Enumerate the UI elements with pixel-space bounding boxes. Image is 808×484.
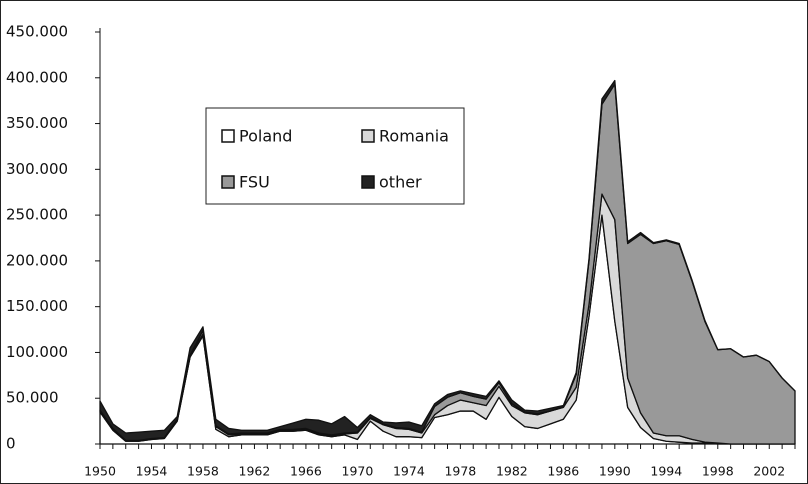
- x-tick-label: 1982: [496, 464, 528, 479]
- y-tick-label: 100.000: [6, 343, 68, 361]
- x-tick-label: 1978: [444, 464, 476, 479]
- x-tick-label: 1998: [702, 464, 734, 479]
- legend-label: Poland: [239, 127, 292, 146]
- x-tick-label: 1994: [650, 464, 682, 479]
- x-tick-label: 2002: [753, 464, 785, 479]
- x-tick-label: 1974: [393, 464, 425, 479]
- area: [99, 79, 796, 441]
- y-tick-label: 300.000: [6, 160, 68, 178]
- axes: 0 50.000 100.000 150.000 200.000 250.000 300.0…: [6, 23, 796, 479]
- legend-label: Romania: [379, 127, 449, 146]
- x-tick-label: 1950: [84, 464, 116, 479]
- legend-swatch: [361, 175, 375, 189]
- x-tick-label: 1970: [342, 464, 374, 479]
- x-tick-label: 1958: [187, 464, 219, 479]
- x-tick-label: 1990: [599, 464, 631, 479]
- y-tick-label: 50.000: [6, 389, 59, 407]
- legend-label: FSU: [239, 173, 270, 192]
- y-tick-label: 400.000: [6, 68, 68, 86]
- legend-label: other: [379, 173, 422, 192]
- x-tick-label: 1954: [136, 464, 168, 479]
- x-tick-label: 1986: [547, 464, 579, 479]
- y-tick-label: 450.000: [6, 23, 68, 41]
- y-tick-label: 0: [6, 435, 16, 453]
- y-tick-label: 200.000: [6, 251, 68, 269]
- legend-swatch: [221, 129, 235, 143]
- legend-swatch: [221, 175, 235, 189]
- y-tick-label: 250.000: [6, 206, 68, 224]
- legend-box: [205, 107, 465, 205]
- x-tick-label: 1966: [290, 464, 322, 479]
- legend: Poland Romania FSU other: [205, 107, 465, 205]
- y-tick-label: 150.000: [6, 297, 68, 315]
- x-tick-label: 1962: [239, 464, 271, 479]
- y-tick-label: 350.000: [6, 114, 68, 132]
- legend-swatch: [361, 129, 375, 143]
